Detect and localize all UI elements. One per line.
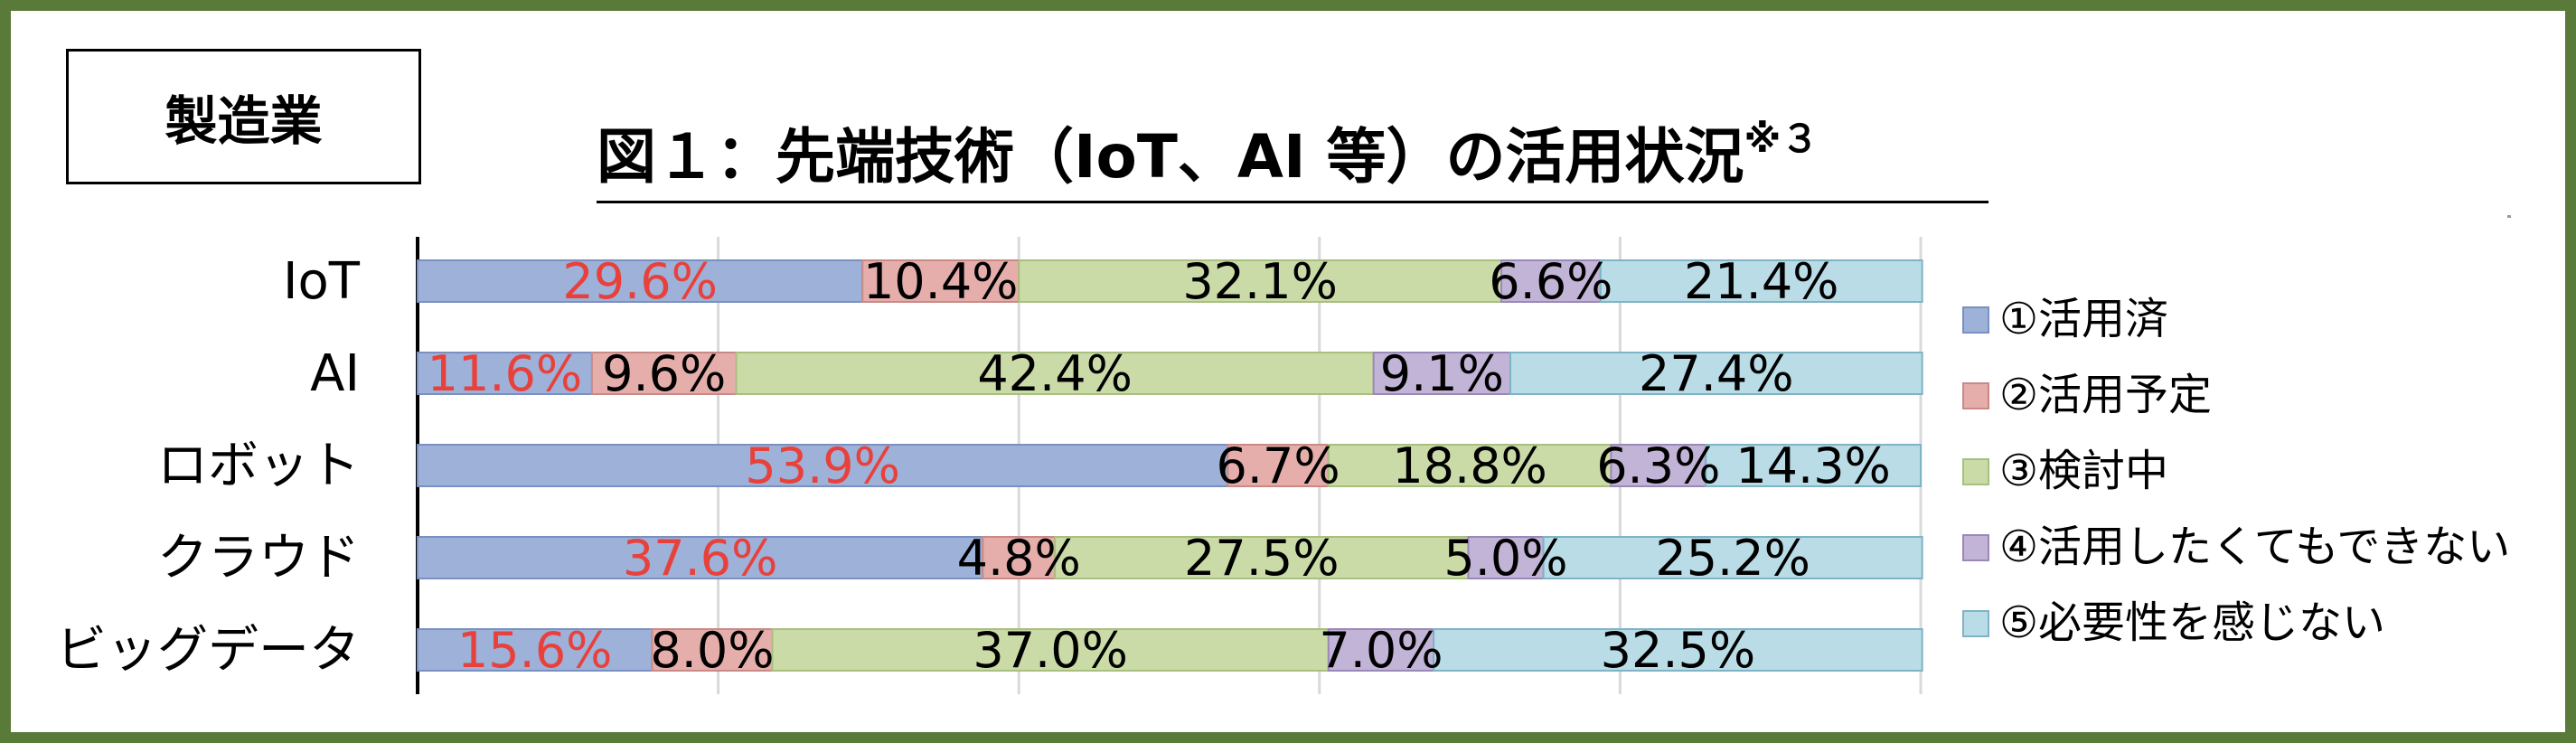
legend-swatch	[1962, 306, 1989, 334]
bar-segment	[1018, 259, 1503, 303]
data-label: 9.1%	[1380, 345, 1504, 402]
data-label: 29.6%	[562, 253, 718, 310]
bar-segment	[1500, 259, 1602, 303]
legend-label: ③検討中	[1999, 446, 2168, 496]
stray-mark	[2507, 215, 2511, 218]
bar-segment	[1054, 536, 1470, 579]
data-label: 11.6%	[428, 345, 583, 402]
bar-segment	[1509, 352, 1923, 395]
data-label: 53.9%	[745, 437, 900, 494]
legend-label: ④活用したくてもできない	[1999, 522, 2510, 572]
category-label: クラウド	[157, 529, 360, 588]
data-label: 10.4%	[863, 253, 1019, 310]
data-label: 42.4%	[977, 345, 1133, 402]
bar-segment	[1542, 536, 1923, 579]
data-label: 9.6%	[602, 345, 726, 402]
title-underline	[597, 201, 1988, 203]
data-label: 5.0%	[1443, 530, 1567, 587]
data-label: 18.8%	[1392, 437, 1547, 494]
data-label: 8.0%	[650, 622, 774, 679]
bar-segment	[417, 444, 1229, 487]
legend-label: ②活用予定	[1999, 370, 2212, 420]
legend-swatch	[1962, 534, 1989, 561]
data-label: 6.6%	[1489, 253, 1612, 310]
category-label: IoT	[283, 252, 361, 311]
data-label: 27.4%	[1639, 345, 1794, 402]
bar-segment	[417, 352, 593, 395]
data-label: 37.0%	[973, 622, 1128, 679]
bar-segment	[1705, 444, 1923, 487]
data-label: 6.3%	[1596, 437, 1720, 494]
bar-segment	[1467, 536, 1545, 579]
data-label: 7.0%	[1319, 622, 1443, 679]
legend-swatch	[1962, 610, 1989, 637]
legend-swatch	[1962, 458, 1989, 485]
chart-title-note: ※３	[1744, 117, 1819, 161]
bar-segment	[982, 536, 1057, 579]
bar-segment	[1599, 259, 1923, 303]
data-label: 4.8%	[957, 530, 1081, 587]
bar-segment	[590, 352, 738, 395]
legend-label: ①活用済	[1999, 294, 2168, 344]
chart-title-text: 図１：先端技術（IoT、AI 等）の活用状況	[597, 122, 1744, 192]
bar-segment	[1372, 352, 1512, 395]
legend-swatch	[1962, 382, 1989, 409]
category-label: AI	[310, 344, 360, 403]
data-label: 32.1%	[1182, 253, 1338, 310]
category-label: ビッグデータ	[56, 621, 360, 680]
data-label: 15.6%	[457, 622, 613, 679]
data-label: 14.3%	[1735, 437, 1891, 494]
bar-segment	[417, 628, 653, 672]
legend-label: ⑤必要性を感じない	[1999, 597, 2385, 648]
category-label: ロボット	[157, 437, 360, 495]
data-label: 32.5%	[1601, 622, 1756, 679]
bar-segment	[861, 259, 1020, 303]
data-label: 27.5%	[1184, 530, 1340, 587]
data-label: 25.2%	[1655, 530, 1810, 587]
bar-segment	[1227, 444, 1330, 487]
bar-segment	[417, 536, 984, 579]
data-label: 21.4%	[1684, 253, 1839, 310]
bar-segment	[1433, 628, 1923, 672]
bar-segment	[417, 259, 864, 303]
data-label: 6.7%	[1216, 437, 1340, 494]
industry-badge: 製造業	[66, 49, 421, 184]
chart-title: 図１：先端技術（IoT、AI 等）の活用状況※３	[597, 108, 1819, 195]
data-label: 37.6%	[623, 530, 778, 587]
bar-segment	[651, 628, 774, 672]
